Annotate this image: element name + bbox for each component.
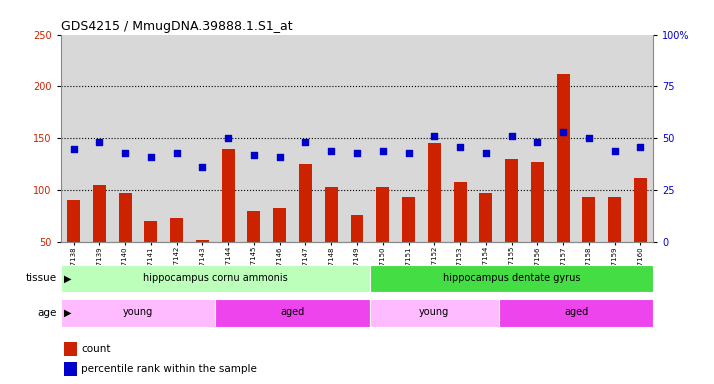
Point	[635, 144, 646, 150]
Point	[248, 152, 260, 158]
Point	[68, 146, 79, 152]
Bar	[634, 178, 647, 242]
Bar	[608, 197, 621, 242]
Text: tissue: tissue	[26, 273, 57, 283]
Point	[454, 144, 466, 150]
Bar	[351, 215, 363, 242]
Text: age: age	[38, 308, 57, 318]
Text: hippocampus cornu ammonis: hippocampus cornu ammonis	[143, 273, 288, 283]
Point	[480, 150, 491, 156]
Point	[119, 150, 131, 156]
Bar	[557, 74, 570, 242]
Bar	[64, 362, 76, 376]
Bar	[222, 149, 235, 242]
Bar	[61, 299, 216, 327]
Text: aged: aged	[281, 307, 305, 317]
Point	[145, 154, 156, 160]
Bar	[299, 164, 312, 242]
Bar	[583, 197, 595, 242]
Bar	[505, 159, 518, 242]
Point	[403, 150, 414, 156]
Bar	[531, 162, 544, 242]
Bar	[479, 193, 492, 242]
Text: ▶: ▶	[64, 308, 72, 318]
Text: young: young	[419, 307, 449, 317]
Point	[326, 147, 337, 154]
Bar	[273, 208, 286, 242]
Point	[94, 139, 105, 146]
Text: ▶: ▶	[64, 273, 72, 283]
Point	[532, 139, 543, 146]
Bar	[402, 197, 415, 242]
Point	[583, 135, 595, 141]
Point	[300, 139, 311, 146]
Text: count: count	[81, 344, 111, 354]
Bar	[64, 342, 76, 356]
Bar	[370, 265, 653, 292]
Point	[274, 154, 286, 160]
Point	[223, 135, 234, 141]
Bar	[119, 193, 131, 242]
Bar	[67, 200, 80, 242]
Point	[428, 133, 440, 139]
Text: aged: aged	[564, 307, 588, 317]
Bar	[498, 299, 653, 327]
Bar	[325, 187, 338, 242]
Bar	[170, 218, 183, 242]
Bar	[248, 211, 261, 242]
Point	[171, 150, 182, 156]
Bar	[93, 185, 106, 242]
Bar	[196, 240, 208, 242]
Bar	[144, 221, 157, 242]
Bar	[453, 182, 466, 242]
Point	[558, 129, 569, 135]
Point	[609, 147, 620, 154]
Point	[351, 150, 363, 156]
Text: percentile rank within the sample: percentile rank within the sample	[81, 364, 257, 374]
Point	[506, 133, 518, 139]
Point	[196, 164, 208, 170]
Bar	[216, 299, 370, 327]
Text: hippocampus dentate gyrus: hippocampus dentate gyrus	[443, 273, 580, 283]
Text: GDS4215 / MmugDNA.39888.1.S1_at: GDS4215 / MmugDNA.39888.1.S1_at	[61, 20, 292, 33]
Point	[377, 147, 388, 154]
Bar	[370, 299, 498, 327]
Text: young: young	[123, 307, 153, 317]
Bar	[428, 144, 441, 242]
Bar	[376, 187, 389, 242]
Bar	[61, 265, 370, 292]
